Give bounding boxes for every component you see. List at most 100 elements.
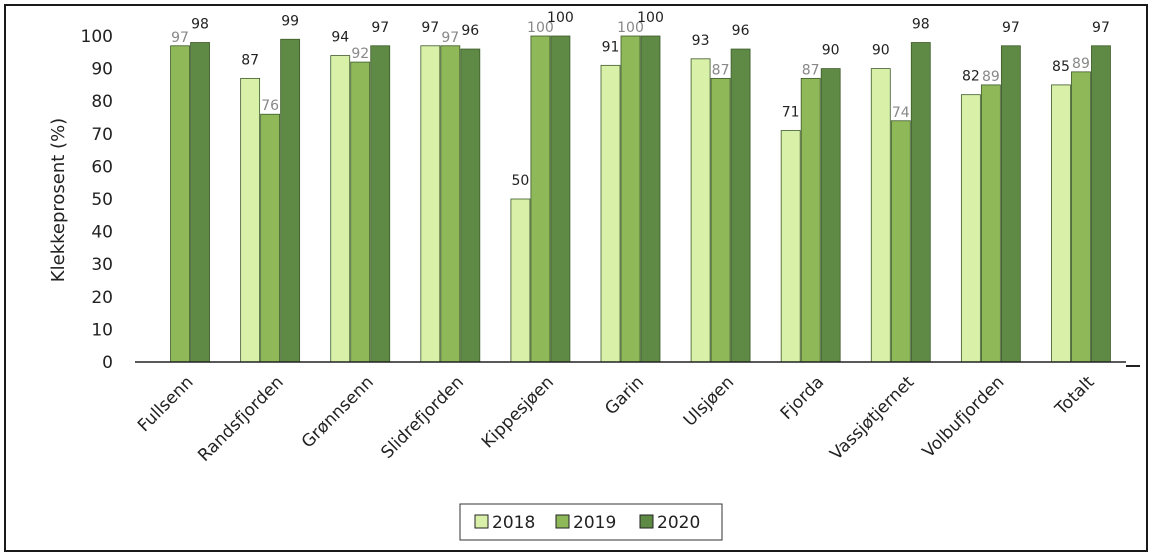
data-label-2020-Randsfjorden: 99 <box>281 13 299 29</box>
bar-2020-Kippesjøen <box>550 35 571 363</box>
bar-2020-Randsfjorden <box>280 38 301 363</box>
y-tick-label: 40 <box>91 223 113 243</box>
x-category-label: Vassjøtjernet <box>826 372 918 464</box>
data-label-2018-Garin: 91 <box>602 39 620 55</box>
x-category-label: Randsfjorden <box>194 372 287 465</box>
data-label-2020-Garin: 100 <box>637 10 664 26</box>
data-label-2018-Ulsjøen: 93 <box>692 33 710 49</box>
bar-2019-Ulsjøen <box>710 77 731 363</box>
bar-2020-Totalt <box>1091 45 1111 363</box>
y-axis-label: Klekkeprosent (%) <box>48 118 69 282</box>
y-tick-label: 70 <box>91 125 113 145</box>
bar-2018-Ulsjøen <box>690 58 711 363</box>
data-label-2019-Kippesjøen: 100 <box>527 20 554 36</box>
bar-2018-Garin <box>600 64 621 363</box>
data-label-2018-Kippesjøen: 50 <box>511 173 529 189</box>
data-label-2019-Volbufjorden: 89 <box>982 69 1000 85</box>
data-label-2018-Slidrefjorden: 97 <box>421 20 439 36</box>
bar-2018-Totalt <box>1051 84 1071 363</box>
data-label-2018-Vassjøtjernet: 90 <box>872 43 890 59</box>
data-label-2020-Volbufjorden: 97 <box>1002 20 1020 36</box>
bar-2018-Kippesjøen <box>510 198 531 363</box>
bar-2018-Randsfjorden <box>240 77 261 363</box>
bar-2020-Fullsenn <box>190 42 210 363</box>
y-axis-title: Klekkeprosent (%) <box>48 118 69 282</box>
data-label-2018-Fjorda: 71 <box>782 105 800 121</box>
y-tick-label: 0 <box>102 353 113 373</box>
data-label-2018-Totalt: 85 <box>1052 59 1070 75</box>
legend-label-2018: 2018 <box>492 513 535 533</box>
x-category-label: Kippesjøen <box>478 372 558 452</box>
legend-swatch-2018 <box>474 514 489 529</box>
data-label-2020-Grønnsenn: 97 <box>371 20 389 36</box>
y-tick-label: 50 <box>91 190 113 210</box>
bar-2018-Grønnsenn <box>330 55 351 363</box>
bar-2020-Ulsjøen <box>730 48 751 363</box>
bar-2019-Kippesjøen <box>530 35 551 363</box>
y-tick-label: 10 <box>91 320 113 340</box>
data-label-2020-Slidrefjorden: 96 <box>461 23 479 39</box>
y-tick-label: 20 <box>91 288 113 308</box>
data-label-2020-Totalt: 97 <box>1092 20 1110 36</box>
y-tick-label: 100 <box>81 27 113 47</box>
bar-2019-Vassjøtjernet <box>890 120 911 363</box>
data-label-2020-Vassjøtjernet: 98 <box>912 17 930 33</box>
data-label-2019-Randsfjorden: 76 <box>261 98 279 114</box>
x-category-label: Slidrefjorden <box>377 372 467 462</box>
y-tick-label: 30 <box>91 255 113 275</box>
bar-2018-Vassjøtjernet <box>870 68 891 363</box>
bar-2018-Slidrefjorden <box>420 45 441 363</box>
bar-2019-Totalt <box>1071 71 1091 363</box>
data-label-2020-Kippesjøen: 100 <box>547 10 574 26</box>
bar-2018-Fjorda <box>780 130 801 363</box>
legend-swatch-2019 <box>555 514 570 529</box>
data-label-2019-Vassjøtjernet: 74 <box>892 105 910 121</box>
x-category-label: Fjorda <box>777 372 828 423</box>
bar-2019-Fjorda <box>800 77 821 363</box>
x-category-label: Ulsjøen <box>680 372 738 430</box>
data-label-2019-Ulsjøen: 87 <box>712 62 730 78</box>
bar-2020-Grønnsenn <box>370 45 391 363</box>
data-label-2018-Randsfjorden: 87 <box>241 52 259 68</box>
bar-2019-Fullsenn <box>170 45 190 363</box>
data-label-2018-Grønnsenn: 94 <box>331 30 349 46</box>
bar-2019-Garin <box>620 35 641 363</box>
y-tick-label: 90 <box>91 60 113 80</box>
bar-2019-Grønnsenn <box>350 61 371 363</box>
bar-2020-Fjorda <box>820 68 841 363</box>
bar-2019-Randsfjorden <box>260 113 281 363</box>
bar-2018-Volbufjorden <box>960 94 981 363</box>
x-category-label: Totalt <box>1051 372 1099 420</box>
legend: 2018 2019 2020 <box>459 503 723 541</box>
legend-label-2019: 2019 <box>573 513 616 533</box>
legend-swatch-2020 <box>639 514 654 529</box>
data-label-2019-Grønnsenn: 92 <box>351 46 369 62</box>
bars <box>170 35 1111 363</box>
data-label-2019-Totalt: 89 <box>1072 56 1090 72</box>
bar-2020-Garin <box>640 35 661 363</box>
x-category-label: Grønnsenn <box>298 372 378 452</box>
data-label-2020-Ulsjøen: 96 <box>732 23 750 39</box>
data-label-2019-Fullsenn: 97 <box>171 30 189 46</box>
legend-label-2020: 2020 <box>657 513 700 533</box>
x-category-label: Garin <box>601 372 648 419</box>
bar-2020-Slidrefjorden <box>460 48 481 363</box>
x-category-label: Volbufjorden <box>919 372 1009 462</box>
bar-2019-Slidrefjorden <box>440 45 461 363</box>
y-axis-ticks: 0 10 20 30 40 50 60 70 80 90 100 <box>81 27 113 373</box>
data-label-2020-Fjorda: 90 <box>822 43 840 59</box>
data-label-2019-Slidrefjorden: 97 <box>441 30 459 46</box>
bar-2019-Volbufjorden <box>980 84 1001 363</box>
data-label-2020-Fullsenn: 98 <box>191 17 209 33</box>
data-label-2019-Fjorda: 87 <box>802 62 820 78</box>
chart-frame <box>4 4 1148 552</box>
x-category-label: Fullsenn <box>134 372 198 436</box>
data-label-2019-Garin: 100 <box>617 20 644 36</box>
bar-2020-Vassjøtjernet <box>910 42 931 363</box>
y-tick-label: 80 <box>91 92 113 112</box>
y-tick-label: 60 <box>91 157 113 177</box>
bar-2020-Volbufjorden <box>1000 45 1021 363</box>
